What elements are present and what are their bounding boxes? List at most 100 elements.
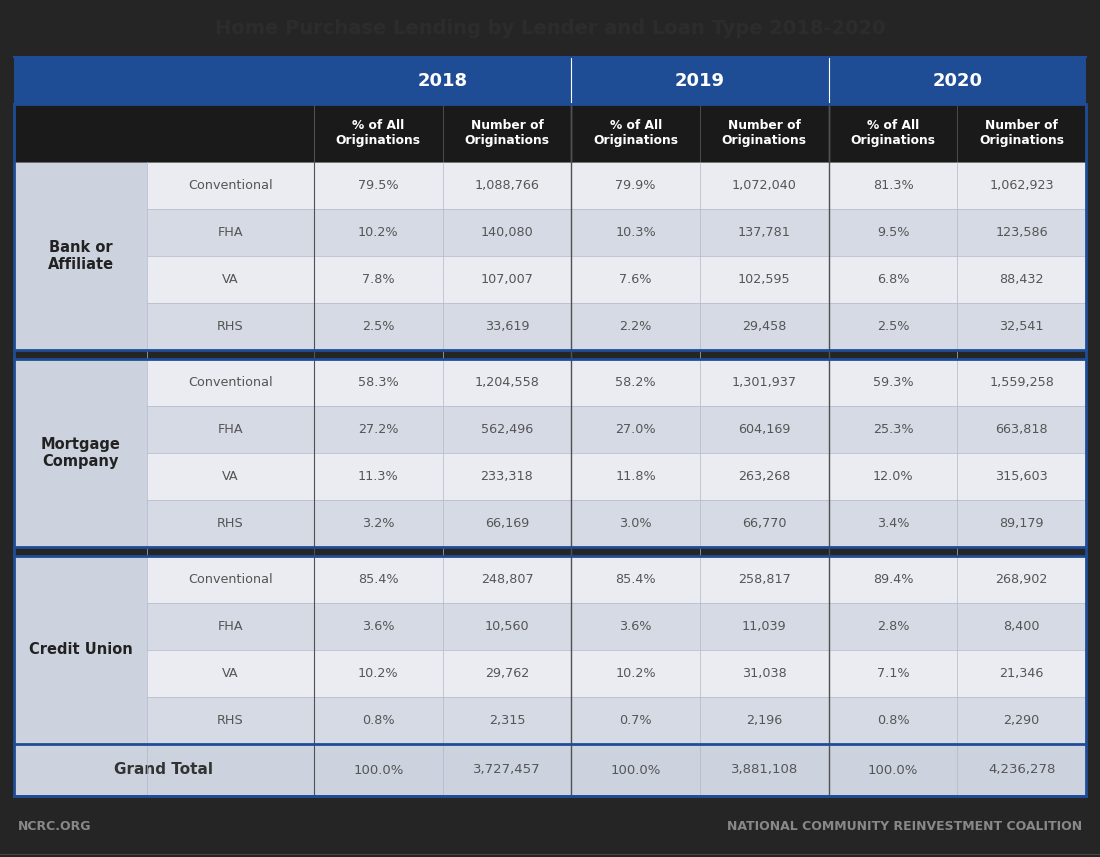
Text: 79.5%: 79.5% bbox=[358, 179, 398, 192]
Bar bbox=[314, 697, 442, 744]
Bar bbox=[957, 453, 1086, 500]
Bar bbox=[0, 0, 1100, 57]
Bar bbox=[700, 697, 828, 744]
Bar bbox=[957, 256, 1086, 303]
Text: 1,559,258: 1,559,258 bbox=[989, 376, 1054, 389]
Bar bbox=[957, 556, 1086, 603]
Bar bbox=[700, 303, 828, 350]
Text: 248,807: 248,807 bbox=[481, 573, 534, 586]
Bar bbox=[828, 406, 957, 453]
Text: Conventional: Conventional bbox=[188, 179, 273, 192]
Text: Conventional: Conventional bbox=[188, 573, 273, 586]
Text: Number of
Originations: Number of Originations bbox=[722, 119, 806, 147]
Bar bbox=[147, 650, 314, 697]
Bar bbox=[14, 359, 147, 547]
Bar bbox=[828, 650, 957, 697]
Text: 258,817: 258,817 bbox=[738, 573, 791, 586]
Bar bbox=[828, 303, 957, 350]
Bar bbox=[957, 162, 1086, 209]
Bar bbox=[314, 603, 442, 650]
Text: 11.3%: 11.3% bbox=[358, 470, 398, 483]
Bar bbox=[314, 256, 442, 303]
Bar bbox=[147, 209, 314, 256]
Text: 2019: 2019 bbox=[675, 71, 725, 89]
Text: 3.2%: 3.2% bbox=[362, 517, 395, 530]
Bar bbox=[147, 406, 314, 453]
Text: Number of
Originations: Number of Originations bbox=[464, 119, 550, 147]
Bar bbox=[314, 453, 442, 500]
Text: 100.0%: 100.0% bbox=[868, 764, 918, 776]
Bar bbox=[14, 350, 1086, 359]
Bar bbox=[571, 162, 700, 209]
Text: 9.5%: 9.5% bbox=[877, 226, 910, 239]
Text: VA: VA bbox=[222, 667, 239, 680]
Text: 29,762: 29,762 bbox=[485, 667, 529, 680]
Text: FHA: FHA bbox=[218, 620, 243, 633]
Bar bbox=[700, 603, 828, 650]
Bar bbox=[828, 209, 957, 256]
Text: VA: VA bbox=[222, 470, 239, 483]
Text: FHA: FHA bbox=[218, 226, 243, 239]
Bar bbox=[571, 697, 700, 744]
Bar bbox=[314, 406, 442, 453]
Bar bbox=[314, 209, 442, 256]
Bar bbox=[442, 162, 571, 209]
Text: 7.6%: 7.6% bbox=[619, 273, 652, 286]
Text: 3.4%: 3.4% bbox=[877, 517, 910, 530]
Text: 2.2%: 2.2% bbox=[619, 320, 652, 333]
Bar bbox=[14, 547, 1086, 556]
Bar bbox=[147, 359, 314, 406]
Bar bbox=[957, 359, 1086, 406]
Bar bbox=[14, 104, 1086, 162]
Bar bbox=[14, 556, 147, 744]
Bar bbox=[442, 650, 571, 697]
Bar bbox=[571, 303, 700, 350]
Text: 79.9%: 79.9% bbox=[615, 179, 656, 192]
Text: 1,204,558: 1,204,558 bbox=[474, 376, 539, 389]
Bar bbox=[828, 256, 957, 303]
Text: 58.2%: 58.2% bbox=[615, 376, 656, 389]
Bar bbox=[14, 104, 1086, 796]
Text: RHS: RHS bbox=[217, 517, 244, 530]
Bar bbox=[0, 796, 1100, 857]
Text: 100.0%: 100.0% bbox=[353, 764, 404, 776]
Bar bbox=[571, 650, 700, 697]
Bar bbox=[957, 303, 1086, 350]
Text: 88,432: 88,432 bbox=[1000, 273, 1044, 286]
Text: 0.8%: 0.8% bbox=[362, 714, 395, 727]
Text: 268,902: 268,902 bbox=[996, 573, 1048, 586]
Text: % of All
Originations: % of All Originations bbox=[850, 119, 935, 147]
Text: 89.4%: 89.4% bbox=[872, 573, 913, 586]
Bar bbox=[147, 256, 314, 303]
Text: 2018: 2018 bbox=[418, 71, 468, 89]
Bar bbox=[828, 603, 957, 650]
Text: NCRC.ORG: NCRC.ORG bbox=[18, 820, 91, 833]
Bar bbox=[828, 162, 957, 209]
Text: 2.5%: 2.5% bbox=[877, 320, 910, 333]
Bar bbox=[442, 256, 571, 303]
Bar bbox=[957, 697, 1086, 744]
Text: 3.0%: 3.0% bbox=[619, 517, 652, 530]
Bar bbox=[700, 162, 828, 209]
Bar bbox=[14, 162, 147, 350]
Text: 604,169: 604,169 bbox=[738, 423, 791, 436]
Bar bbox=[828, 697, 957, 744]
Text: NATIONAL COMMUNITY REINVESTMENT COALITION: NATIONAL COMMUNITY REINVESTMENT COALITIO… bbox=[727, 820, 1082, 833]
Text: 3.6%: 3.6% bbox=[619, 620, 652, 633]
Text: 21,346: 21,346 bbox=[1000, 667, 1044, 680]
Bar bbox=[700, 556, 828, 603]
Text: 85.4%: 85.4% bbox=[615, 573, 656, 586]
Bar bbox=[314, 162, 442, 209]
Text: 7.1%: 7.1% bbox=[877, 667, 910, 680]
Bar bbox=[147, 453, 314, 500]
Text: 1,088,766: 1,088,766 bbox=[474, 179, 539, 192]
Text: 59.3%: 59.3% bbox=[872, 376, 913, 389]
Bar bbox=[442, 453, 571, 500]
Text: VA: VA bbox=[222, 273, 239, 286]
Bar bbox=[957, 209, 1086, 256]
Bar bbox=[700, 256, 828, 303]
Text: 4,236,278: 4,236,278 bbox=[988, 764, 1055, 776]
Bar bbox=[442, 406, 571, 453]
Text: 6.8%: 6.8% bbox=[877, 273, 910, 286]
Text: 10.3%: 10.3% bbox=[615, 226, 656, 239]
